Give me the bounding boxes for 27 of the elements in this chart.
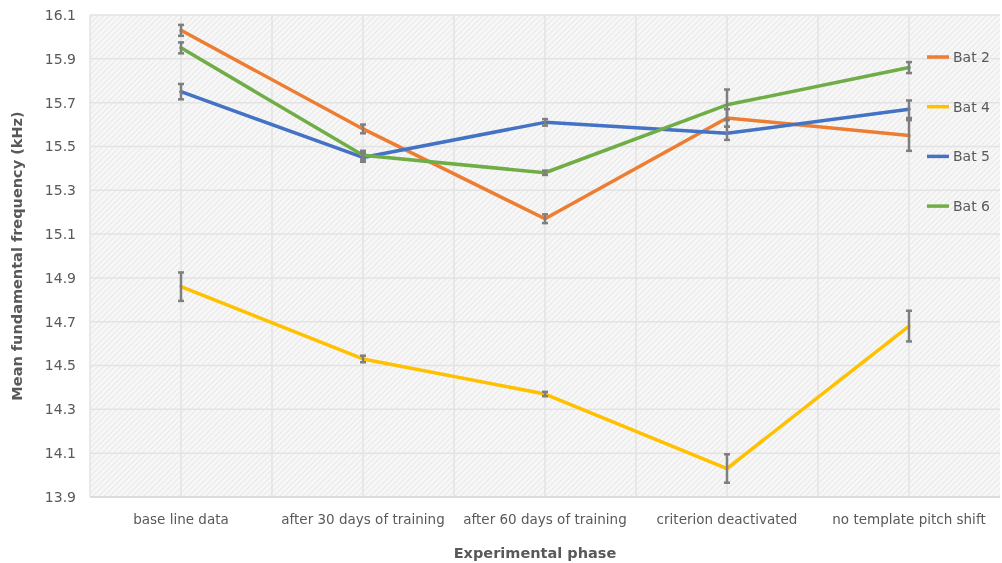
y-tick-label: 14.3	[44, 401, 76, 418]
line-series	[179, 284, 911, 471]
y-tick-label: 15.5	[44, 138, 76, 155]
y-tick-label: 14.7	[44, 313, 76, 330]
y-tick-label: 15.1	[44, 225, 76, 242]
y-tick-label: 13.9	[44, 488, 76, 505]
legend-label: Bat 2	[953, 48, 991, 65]
line-series	[179, 28, 911, 221]
x-axis-title: Experimental phase	[453, 545, 617, 561]
x-tick-label: after 60 days of training	[463, 511, 627, 527]
y-tick-label: 14.9	[44, 269, 76, 286]
x-tick-label: base line data	[133, 511, 229, 527]
line-series	[179, 89, 911, 160]
line-series	[179, 46, 911, 175]
y-tick-label: 15.9	[44, 50, 76, 67]
y-tick-label: 14.1	[44, 445, 76, 462]
legend-label: Bat 4	[953, 98, 991, 115]
legend-label: Bat 5	[953, 148, 991, 165]
y-tick-label: 15.3	[44, 182, 76, 199]
y-tick-label: 14.5	[44, 357, 76, 374]
legend-label: Bat 6	[953, 198, 991, 214]
y-tick-label: 15.7	[44, 94, 76, 111]
x-tick-label: no template pitch shift	[832, 511, 986, 527]
y-axis-title: Mean fundamental frequency (kHz)	[9, 111, 25, 401]
x-tick-label: criterion deactivated	[656, 511, 798, 527]
x-tick-label: after 30 days of training	[281, 511, 445, 527]
y-tick-label: 16.1	[44, 6, 76, 23]
